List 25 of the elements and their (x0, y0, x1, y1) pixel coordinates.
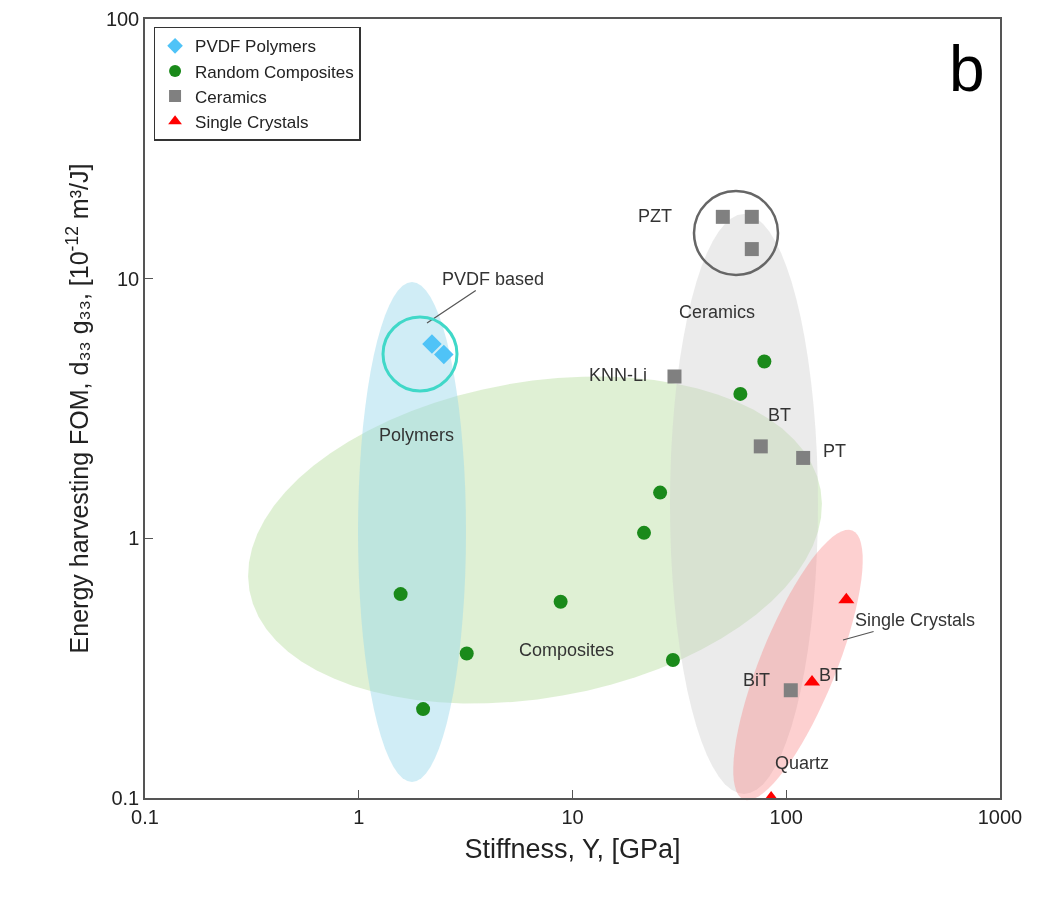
annotation: BiT (743, 670, 770, 690)
legend-label: PVDF Polymers (195, 37, 316, 57)
x-tick-label: 10 (561, 805, 584, 828)
y-tick-label: 10 (117, 267, 140, 290)
x-axis-title: Stiffness, Y, [GPa] (464, 833, 681, 864)
x-tick-label: 1000 (977, 805, 1023, 828)
legend-label: Ceramics (195, 87, 267, 107)
legend-label: Single Crystals (195, 112, 309, 132)
x-tick-label: 100 (769, 805, 803, 828)
y-tick-label: 100 (105, 8, 140, 30)
annotation: Quartz (775, 753, 830, 773)
annotation: BT (768, 405, 792, 425)
x-tick-label: 1 (353, 805, 365, 828)
annotation: BT (819, 665, 843, 685)
annotation: Polymers (379, 425, 455, 445)
annotation: PT (823, 441, 847, 461)
legend-label: Random Composites (195, 62, 354, 82)
annotation: Single Crystals (855, 610, 976, 630)
annotation: Ceramics (679, 302, 756, 322)
annotation: Composites (519, 640, 615, 660)
annotation: KNN-Li (589, 365, 648, 385)
annotation: b (949, 33, 985, 105)
y-tick-label: 1 (128, 527, 140, 550)
annotation: PVDF based (442, 269, 545, 289)
annotation: PZT (638, 206, 672, 226)
